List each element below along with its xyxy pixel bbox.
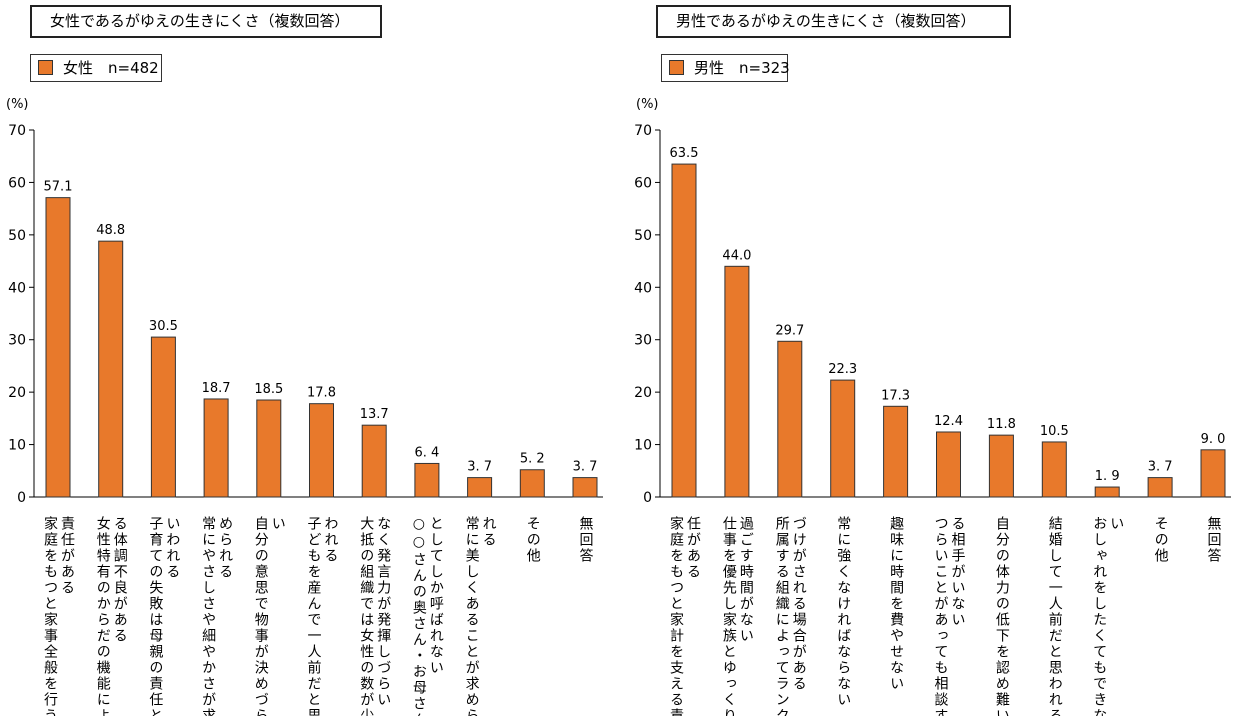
data-label: 6. 4 <box>414 445 439 460</box>
bar <box>45 197 71 498</box>
data-label: 29.7 <box>775 323 804 338</box>
category-label: 無回答 <box>1205 516 1222 564</box>
y-tick-label: 10 <box>634 438 652 454</box>
category-label: る相手がいない つらいことがあっても相談す <box>932 516 966 716</box>
y-axis-unit-label: (%) <box>636 97 659 112</box>
category-label: いわれる 子育ての失敗は母親の責任と <box>147 516 181 716</box>
category-label: われる 子どもを産んで一人前だと思 <box>305 516 339 716</box>
category-label: る体調不良がある 女性特有のからだの機能によ <box>94 516 128 716</box>
category-label: その他 <box>1152 516 1169 564</box>
category-label: としてしか呼ばれない ○○さんの奥さん・お母さん <box>410 516 444 716</box>
legend-swatch <box>669 60 684 75</box>
category-label: められる 常にやさしさや細やかさが求 <box>200 516 234 716</box>
bar <box>309 403 334 498</box>
bar-chart: 0 10 20 30 40 50 60 70 63.5 44.0 29.7 22.3 17.3 12.4 1… <box>634 123 1231 506</box>
bar <box>1041 441 1067 498</box>
data-label: 3. 7 <box>1148 460 1173 475</box>
category-label: 趣味に時間を費やせない <box>888 516 905 692</box>
y-axis-unit-label: (%) <box>6 97 29 112</box>
bar <box>830 379 856 498</box>
data-label: 1. 9 <box>1095 469 1120 484</box>
y-tick-label: 20 <box>634 385 652 401</box>
data-label: 11.8 <box>987 417 1016 432</box>
female-chart-panel: 女性であるがゆえの生きにくさ（複数回答） 女性 n=482 (%) 0 10 20 3… <box>0 0 603 719</box>
data-label: 9. 0 <box>1201 432 1226 447</box>
data-label: 57.1 <box>44 180 73 195</box>
male-chart-panel: 男性であるがゆえの生きにくさ（複数回答） 男性 n=323 (%) 0 10 20 3… <box>626 0 1231 719</box>
data-label: 30.5 <box>149 319 178 334</box>
category-label: 結婚して一人前だと思われる <box>1046 516 1063 716</box>
data-label: 3. 7 <box>573 460 598 475</box>
data-label: 5. 2 <box>520 452 545 467</box>
bar <box>256 399 282 498</box>
bar <box>361 424 387 498</box>
y-tick-label: 60 <box>634 175 652 191</box>
chart-title: 男性であるがゆえの生きにくさ（複数回答） <box>656 5 1011 38</box>
data-label: 44.0 <box>722 248 751 263</box>
bar <box>467 477 493 498</box>
category-label: づけがされる場合がある 所属する組織によってランク <box>773 516 807 716</box>
y-tick-label: 20 <box>8 385 26 401</box>
bar <box>988 434 1014 498</box>
category-label: 任がある 家庭をもつと家計を支える責 <box>668 516 701 716</box>
y-tick-label: 30 <box>634 333 652 349</box>
bar-chart: 0 10 20 30 40 50 60 70 57.1 48.8 30.5 18.7 18.5 17.8 1… <box>8 123 603 506</box>
bar <box>883 405 909 498</box>
y-tick-label: 50 <box>8 228 26 244</box>
bar <box>1147 477 1173 498</box>
bar <box>671 163 697 498</box>
bar <box>203 398 229 498</box>
legend: 女性 n=482 <box>30 54 162 82</box>
category-label: い 自分の意思で物事が決めづら <box>252 516 286 716</box>
y-tick-label: 60 <box>8 175 26 191</box>
y-tick-label: 40 <box>8 280 26 296</box>
y-tick-label: 50 <box>634 228 652 244</box>
category-label: なく発言力が発揮しづらい 大抵の組織では女性の数が少 <box>358 516 392 716</box>
data-label: 18.5 <box>254 382 283 397</box>
bar <box>936 431 961 498</box>
category-label: い おしゃれをしたくてもできな <box>1091 516 1125 716</box>
legend-swatch <box>38 60 53 75</box>
y-tick-label: 0 <box>17 490 26 506</box>
bar <box>98 240 124 498</box>
y-tick-label: 0 <box>643 490 652 506</box>
chart-title: 女性であるがゆえの生きにくさ（複数回答） <box>30 5 382 38</box>
bar <box>777 340 803 498</box>
bar <box>150 336 176 498</box>
bar <box>1094 486 1120 498</box>
category-label: 過ごす時間がない 仕事を優先し家族とゆっくり <box>720 516 754 716</box>
y-tick-label: 70 <box>634 123 652 139</box>
legend: 男性 n=323 <box>661 54 790 82</box>
data-label: 18.7 <box>202 381 231 396</box>
bar <box>572 477 598 498</box>
bar <box>1200 449 1226 498</box>
bar <box>724 265 750 498</box>
data-label: 10.5 <box>1040 424 1069 439</box>
data-label: 17.8 <box>307 386 336 401</box>
category-label: 責任がある 家庭をもつと家事全般を行う <box>42 516 75 716</box>
data-label: 17.3 <box>881 388 910 403</box>
category-label: その他 <box>524 516 541 564</box>
category-label: 常に強くなければならない <box>835 516 852 708</box>
y-tick-label: 40 <box>634 280 652 296</box>
y-tick-label: 30 <box>8 333 26 349</box>
y-tick-label: 10 <box>8 438 26 454</box>
data-label: 63.5 <box>670 146 699 161</box>
legend-label: 男性 n=323 <box>694 59 790 77</box>
category-label: 自分の体力の低下を認め難い <box>993 516 1010 716</box>
bar <box>414 462 440 498</box>
data-label: 12.4 <box>934 414 963 429</box>
data-label: 3. 7 <box>467 460 492 475</box>
category-label: 無回答 <box>577 516 594 564</box>
legend-label: 女性 n=482 <box>63 59 159 77</box>
data-label: 48.8 <box>96 223 125 238</box>
bar <box>519 469 545 498</box>
data-label: 13.7 <box>360 407 389 422</box>
category-label: れる 常に美しくあることが求めら <box>463 516 497 716</box>
data-label: 22.3 <box>828 362 857 377</box>
y-tick-label: 70 <box>8 123 26 139</box>
